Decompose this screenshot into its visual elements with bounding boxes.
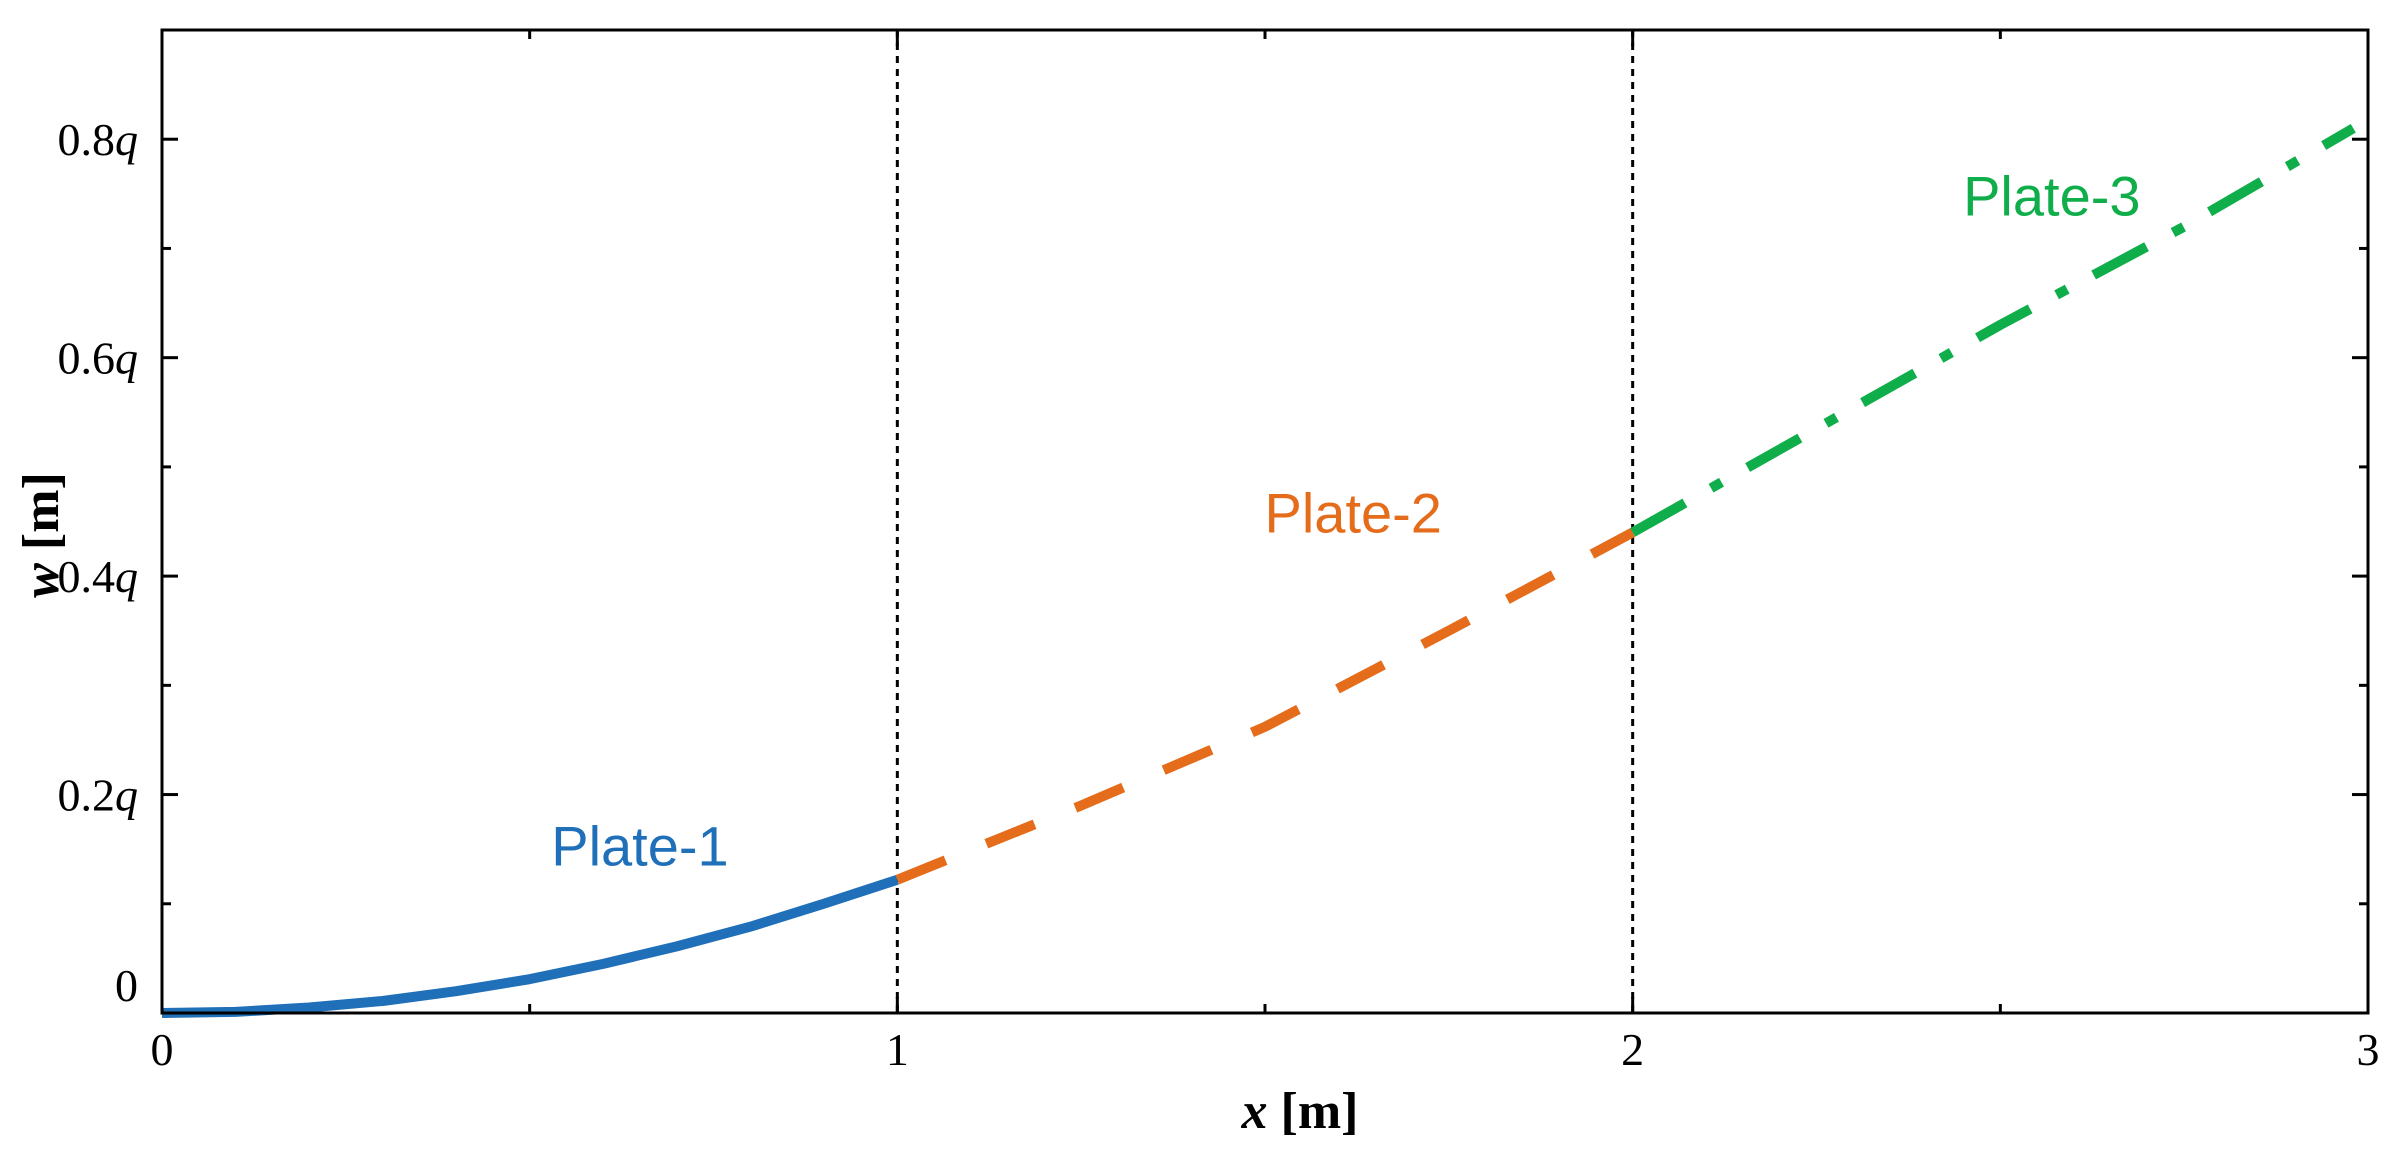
- y-tick-label-number: 0.6: [58, 333, 116, 384]
- divider-lines: [895, 30, 1635, 1013]
- x-axis-unit: [m]: [1268, 1083, 1359, 1140]
- tick-labels: 0 1 2 300.2q0.4q0.6q0.8q: [58, 114, 2380, 1075]
- y-tick-label-number: 0.8: [58, 114, 116, 165]
- x-axis-title: x [m]: [1241, 1083, 1359, 1140]
- y-tick-label-var: q: [115, 333, 138, 384]
- series-annotation: Plate-3: [1963, 165, 2140, 228]
- y-axis-title: w [m]: [13, 472, 70, 598]
- x-tick-label: 3: [2357, 1024, 2380, 1075]
- axis-ticks: [160, 30, 2370, 1015]
- y-tick-label: 0: [115, 960, 138, 1011]
- x-tick-label: 2: [1621, 1024, 1644, 1075]
- x-tick-label: 1: [886, 1024, 909, 1075]
- y-tick-label-number: 0: [115, 960, 138, 1011]
- series-lines: [161, 123, 2356, 1018]
- x-tick-label: 0: [151, 1024, 174, 1075]
- series-annotation: Plate-2: [1265, 481, 1442, 544]
- y-tick-label-var: q: [115, 770, 138, 821]
- series-line-plate-3: [1630, 123, 2356, 537]
- y-axis-unit: [m]: [13, 472, 70, 563]
- series-line-plate-1: [161, 874, 899, 1018]
- y-axis-var: w: [13, 563, 70, 598]
- x-axis-var: x: [1241, 1083, 1268, 1140]
- y-tick-label-number: 0.4: [58, 551, 116, 602]
- series-annotations: Plate-1 Plate-2 Plate-3: [551, 165, 2140, 878]
- y-tick-label-number: 0.2: [58, 770, 116, 821]
- y-tick-label: 0.4q: [58, 551, 139, 602]
- y-tick-label: 0.8q: [58, 114, 139, 165]
- y-tick-label-var: q: [115, 114, 138, 165]
- series-annotation: Plate-1: [551, 815, 728, 878]
- y-tick-label: 0.6q: [58, 333, 139, 384]
- y-tick-label: 0.2q: [58, 770, 139, 821]
- y-tick-label-var: q: [115, 551, 138, 602]
- series-line-plate-2: [895, 528, 1636, 885]
